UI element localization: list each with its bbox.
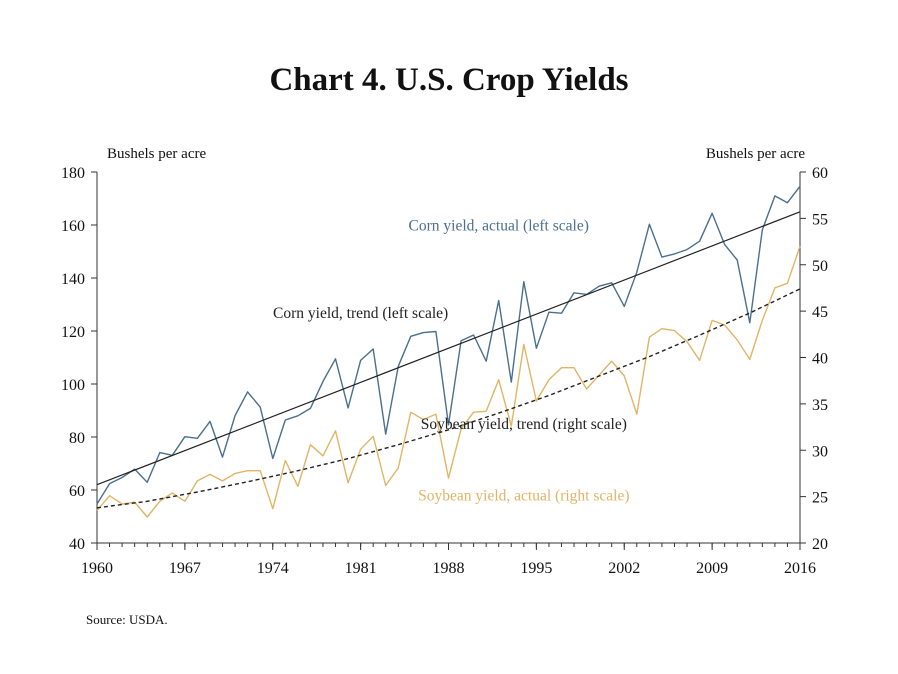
x-tick-label: 1974 (257, 560, 289, 577)
right-tick-label: 60 (812, 165, 828, 182)
series-annotation: Corn yield, actual (left scale) (409, 217, 589, 234)
left-tick-label: 140 (61, 271, 85, 288)
chart-series (96, 185, 801, 518)
series-annotation: Corn yield, trend (left scale) (273, 305, 448, 322)
left-tick-label: 120 (61, 324, 85, 341)
x-tick-label: 2009 (696, 560, 728, 577)
x-tick-label: 1995 (520, 560, 552, 577)
chart-annotations: Corn yield, actual (left scale) Corn yiel… (273, 217, 629, 504)
right-tick-label: 45 (812, 304, 828, 321)
right-tick-label: 40 (812, 351, 828, 368)
source-note: Source: USDA. (86, 612, 168, 627)
left-tick-label: 80 (69, 430, 85, 447)
right-tick-label: 35 (812, 397, 828, 414)
soybean-actual-line (96, 245, 801, 518)
chart-axes: 1960 1967 1974 1981 1988 1995 2002 2009 2016 40 60… (61, 146, 828, 577)
right-tick-label: 55 (812, 211, 828, 228)
x-tick-label: 1981 (345, 560, 377, 577)
x-tick-label: 1988 (433, 560, 465, 577)
corn-actual-line (96, 185, 801, 505)
chart-title: Chart 4. U.S. Crop Yields (269, 62, 629, 98)
right-tick-label: 20 (812, 536, 828, 553)
corn-trend-line (96, 211, 801, 486)
left-axis-unit: Bushels per acre (107, 146, 206, 162)
right-tick-label: 30 (812, 443, 828, 460)
left-tick-label: 160 (61, 218, 85, 235)
x-tick-label: 1967 (169, 560, 201, 577)
left-tick-label: 60 (69, 483, 85, 500)
right-tick-label: 50 (812, 258, 828, 275)
series-annotation: Soybean yield, actual (right scale) (418, 487, 629, 504)
right-axis-unit: Bushels per acre (706, 146, 805, 162)
x-tick-label: 1960 (81, 560, 113, 577)
left-tick-label: 100 (61, 377, 85, 394)
left-tick-label: 180 (61, 165, 85, 182)
left-tick-label: 40 (69, 536, 85, 553)
soybean-trend-line (96, 288, 801, 509)
x-tick-label: 2016 (784, 560, 816, 577)
series-annotation: Soybean yield, trend (right scale) (421, 416, 627, 433)
right-tick-label: 25 (812, 490, 828, 507)
x-tick-label: 2002 (608, 560, 640, 577)
